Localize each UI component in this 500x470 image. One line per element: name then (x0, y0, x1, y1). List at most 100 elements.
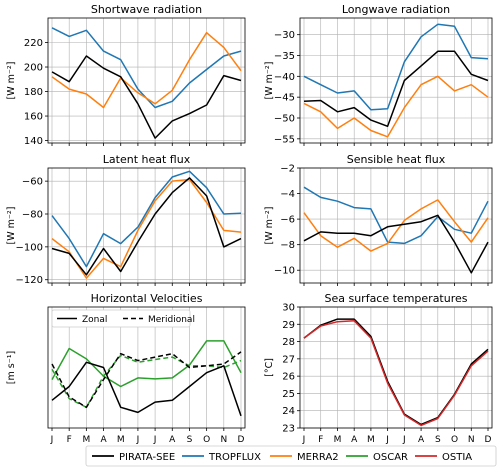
legend-label-pirata-see: PIRATA-SEE (119, 452, 175, 463)
y-tick-label: 27 (282, 354, 295, 365)
series-line-merra2 (51, 31, 242, 109)
series-line-pirata-see-dashed (51, 351, 242, 409)
panel-4: −10 −8 −6 −4 −2 Sensible heat flux [W m⁻²] (264, 153, 493, 286)
x-tick-label: J (153, 435, 157, 445)
y-tick-label: 180 (24, 87, 43, 98)
x-tick-label: F (318, 435, 323, 445)
x-tick-label: A (418, 435, 425, 445)
series-line-merra2 (51, 178, 242, 279)
x-tick-label: O (203, 435, 210, 445)
y-tick-label: 26 (282, 372, 295, 383)
y-tick-label: 160 (24, 112, 43, 123)
x-tick-label: J (402, 435, 406, 445)
series-line-merra2 (303, 75, 489, 138)
x-tick-label: M (367, 435, 375, 445)
x-tick-label: J (385, 435, 389, 445)
y-tick-label: 29 (282, 320, 295, 331)
series-line-merra2 (303, 199, 489, 252)
y-tick-label: −2 (280, 164, 295, 175)
panel-legend: Zonal Meridional (51, 309, 195, 328)
y-tick-label: −55 (274, 134, 295, 145)
series-line-oscar (51, 340, 242, 388)
axes-frame (47, 167, 246, 284)
y-tick-label: 23 (282, 424, 295, 435)
y-tick-label: −60 (22, 177, 43, 188)
y-tick-label: −50 (274, 114, 295, 125)
y-tick-label: −30 (274, 30, 295, 41)
panel-3: −120 −100 −80 −60 Latent heat flux [W m⁻²] (6, 153, 246, 286)
x-tick-label: J (50, 435, 54, 445)
y-tick-label: −100 (16, 242, 43, 253)
panel-2: −55 −50 −45 −40 −35 −30 Longwave radiation [W m… (264, 3, 493, 146)
y-tick-label: 200 (24, 63, 43, 74)
x-tick-label: D (485, 435, 492, 445)
legend-label-meridional: Meridional (148, 315, 195, 325)
x-tick-label: A (100, 435, 107, 445)
series-line-pirata-see (51, 177, 242, 276)
panel-title: Sensible heat flux (347, 153, 446, 166)
y-tick-label: −40 (274, 72, 295, 83)
series-line-oscar-dashed (51, 354, 242, 409)
series-line-pirata-see (303, 318, 489, 426)
y-tick-label: 24 (282, 406, 295, 417)
axes-frame (299, 306, 493, 429)
y-axis-label: [W m⁻²] (6, 62, 17, 100)
legend-label-zonal: Zonal (82, 315, 107, 325)
y-tick-label: −80 (22, 210, 43, 221)
series-line-pirata-see (51, 55, 242, 139)
x-tick-label: F (67, 435, 72, 445)
y-axis-label: [W m⁻²] (264, 62, 275, 100)
x-tick-label: M (117, 435, 125, 445)
y-tick-label: −35 (274, 51, 295, 62)
y-tick-label: 25 (282, 389, 295, 400)
series-line-pirata-see (51, 361, 242, 417)
x-tick-label: O (451, 435, 458, 445)
y-tick-label: −4 (280, 189, 295, 200)
panel-title: Horizontal Velocities (91, 292, 203, 305)
x-tick-label: S (435, 435, 441, 445)
legend-label-tropflux: TROPFLUX (208, 452, 261, 463)
panel-title: Latent heat flux (103, 153, 191, 166)
x-tick-label: J (136, 435, 140, 445)
x-tick-label: N (220, 435, 227, 445)
series-line-ostia (303, 320, 489, 427)
series-line-tropflux (303, 23, 489, 111)
series-line-tropflux (303, 186, 489, 245)
y-tick-label: −10 (274, 266, 295, 277)
y-tick-label: 140 (24, 136, 43, 147)
y-tick-label: −6 (280, 215, 295, 226)
y-axis-label: [m s⁻¹] (6, 351, 17, 384)
y-axis-label: [W m⁻²] (6, 207, 17, 245)
y-tick-label: 28 (282, 337, 295, 348)
series-line-pirata-see (303, 50, 489, 128)
axes-frame (47, 306, 246, 429)
axes-frame (47, 17, 246, 144)
axes-frame (299, 17, 493, 144)
y-axis-label: [W m⁻²] (264, 207, 275, 245)
legend-label-ostia: OSTIA (442, 452, 472, 463)
series-line-tropflux (51, 170, 242, 268)
figure-legend: PIRATA-SEE TROPFLUX MERRA2 OSCAR OSTIA (85, 445, 497, 467)
panel-legend-box (51, 309, 191, 328)
y-tick-label: 220 (24, 38, 43, 49)
legend-label-oscar: OSCAR (373, 452, 408, 463)
x-tick-label: A (351, 435, 358, 445)
series-line-pirata-see (303, 214, 489, 274)
x-tick-label: N (468, 435, 475, 445)
y-axis-label: [°C] (264, 358, 275, 377)
panel-title: Shortwave radiation (91, 3, 202, 16)
axes-frame (299, 167, 493, 284)
panel-1: 140 160 180 200 220 Shortwave radiation [W m⁻²… (6, 3, 246, 147)
panel-title: Sea surface temperatures (324, 292, 467, 305)
x-tick-label: S (187, 435, 193, 445)
panel-title: Longwave radiation (342, 3, 450, 16)
x-tick-label: D (238, 435, 245, 445)
x-tick-label: M (334, 435, 342, 445)
x-tick-label: J (302, 435, 306, 445)
y-tick-label: −120 (16, 275, 43, 286)
x-tick-label: A (169, 435, 176, 445)
y-tick-label: −45 (274, 93, 295, 104)
